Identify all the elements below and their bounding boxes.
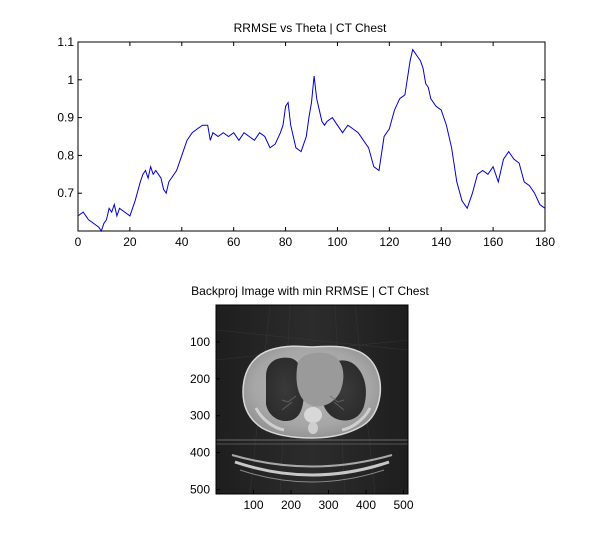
x-tick-label: 140 [431, 235, 451, 249]
x-tick-label: 120 [379, 235, 399, 249]
line-chart-title: RRMSE vs Theta | CT Chest [234, 21, 387, 35]
image-x-tick-label: 200 [281, 498, 301, 512]
image-y-tick-label: 100 [190, 335, 210, 349]
rrmse-series-line [77, 48, 546, 233]
x-tick-label: 80 [279, 235, 293, 249]
x-tick-label: 100 [327, 235, 347, 249]
image-y-tick-label: 300 [190, 409, 210, 423]
image-x-tick-label: 500 [393, 498, 413, 512]
x-tick-label: 40 [175, 235, 189, 249]
image-plot-axes [215, 304, 409, 495]
x-tick-label: 160 [483, 235, 503, 249]
y-tick-label: 1 [67, 73, 74, 87]
image-plot-title: Backproj Image with min RRMSE | CT Chest [191, 284, 429, 298]
line-chart-axes [77, 41, 546, 232]
y-tick-label: 1.1 [57, 35, 74, 49]
x-tick-label: 0 [75, 235, 82, 249]
image-y-tick-label: 500 [190, 483, 210, 497]
image-x-tick-label: 300 [318, 498, 338, 512]
y-tick-label: 0.9 [57, 111, 74, 125]
image-x-tick-label: 400 [356, 498, 376, 512]
x-tick-label: 60 [227, 235, 241, 249]
image-y-tick-label: 400 [190, 446, 210, 460]
image-plot-ticks: 100 200 300 400 500 100 200 300 400 500 [190, 335, 414, 512]
line-chart-ticks: 0 20 40 60 80 100 120 140 160 180 0.7 0.8 0.9 1 1.1 [57, 35, 555, 249]
ct-backprojection-image [216, 305, 408, 494]
image-y-tick-label: 200 [190, 372, 210, 386]
x-tick-label: 180 [535, 235, 555, 249]
y-tick-label: 0.7 [57, 186, 74, 200]
x-tick-label: 20 [123, 235, 137, 249]
y-tick-label: 0.8 [57, 148, 74, 162]
image-x-tick-label: 100 [243, 498, 263, 512]
